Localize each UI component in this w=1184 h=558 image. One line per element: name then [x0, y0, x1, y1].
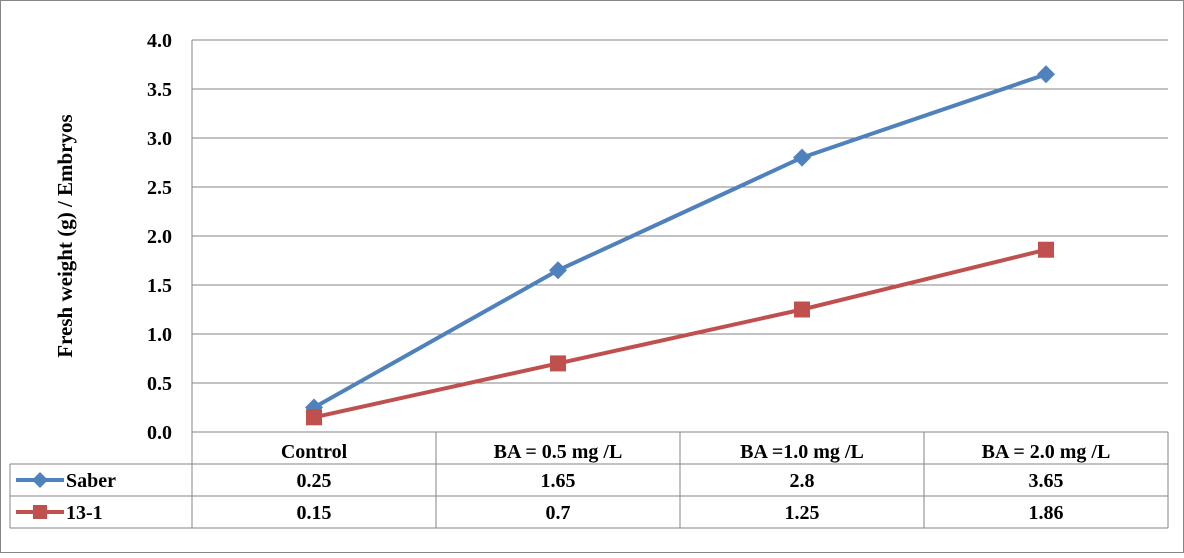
data-table: Control BA = 0.5 mg /L BA =1.0 mg /L BA = 2…: [9, 432, 1169, 529]
y-tick-label: 1.0: [147, 324, 172, 346]
legend-series-name: Saber: [66, 470, 116, 492]
table-value-cell: 0.15: [297, 502, 332, 524]
table-value-cell: 1.86: [1029, 502, 1064, 524]
data-point-marker: [1037, 65, 1055, 84]
series-line: [313, 72, 1047, 410]
data-point-marker: [550, 355, 566, 372]
y-tick-label: 3.5: [147, 79, 172, 101]
series-lines: [305, 65, 1055, 426]
table-value-cell: 0.7: [546, 502, 571, 524]
data-point-marker: [549, 261, 567, 280]
data-point-marker: [794, 301, 810, 318]
y-tick-label: 1.5: [147, 275, 172, 297]
legend-marker: [33, 505, 47, 519]
y-tick-label: 2.0: [147, 226, 172, 248]
y-tick-label: 3.0: [147, 128, 172, 150]
table-value-cell: 1.25: [785, 502, 820, 524]
x-category-label: Control: [281, 441, 348, 463]
y-tick-label: 2.5: [147, 177, 172, 199]
table-value-cell: 0.25: [297, 470, 332, 492]
x-category-label: BA = 0.5 mg /L: [494, 441, 623, 463]
table-value-cell: 2.8: [790, 470, 815, 492]
legend-series-name: 13-1: [66, 502, 103, 524]
y-axis-tick-labels: 0.0 0.5 1.0 1.5 2.0 2.5 3.0 3.5 4.0: [147, 30, 172, 444]
y-tick-label: 4.0: [147, 30, 172, 52]
series-line: [313, 247, 1047, 420]
x-category-label: BA =1.0 mg /L: [740, 441, 864, 463]
y-tick-label: 0.0: [147, 422, 172, 444]
y-tick-label: 0.5: [147, 373, 172, 395]
data-point-marker: [793, 148, 811, 167]
data-point-marker: [306, 409, 322, 426]
table-value-cell: 1.65: [541, 470, 576, 492]
legend-marker: [32, 472, 48, 488]
y-axis-title: Fresh weight (g) / Embryos: [53, 114, 77, 357]
x-category-label: BA = 2.0 mg /L: [982, 441, 1111, 463]
table-value-cell: 3.65: [1029, 470, 1064, 492]
data-point-marker: [1038, 241, 1054, 258]
